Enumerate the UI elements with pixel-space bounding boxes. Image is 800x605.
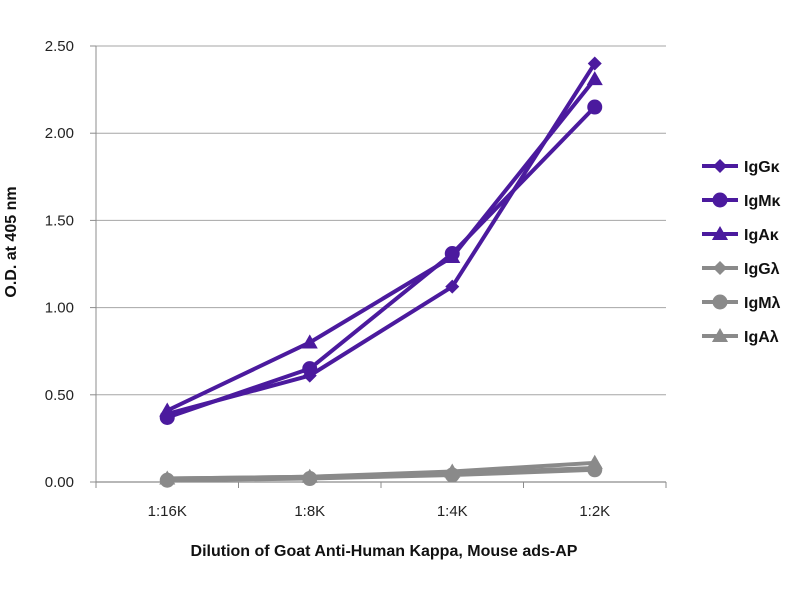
data-point-triangle — [159, 402, 176, 417]
legend-entry: IgGλ — [702, 261, 780, 278]
data-point-circle — [302, 361, 318, 377]
data-point-triangle — [444, 248, 461, 264]
legend-label: IgGκ — [744, 159, 780, 176]
data-point-diamond — [587, 56, 602, 71]
x-tick-label: 1:16K — [148, 503, 187, 520]
legend-entry: IgGκ — [702, 159, 780, 176]
series-line — [166, 62, 597, 416]
series-2 — [159, 99, 603, 425]
data-point-circle — [712, 294, 728, 310]
legend-label: IgGλ — [744, 261, 780, 278]
data-point-diamond — [713, 261, 727, 275]
data-point-triangle — [711, 225, 729, 241]
y-tick-label: 0.00 — [45, 474, 74, 491]
legend: IgGκ IgMκ IgAκ IgGλ IgMλ IgAλ — [702, 159, 781, 346]
legend-label: IgMκ — [744, 193, 781, 210]
x-tick-label: 1:2K — [579, 503, 610, 520]
data-point-triangle — [444, 463, 461, 478]
series-1 — [160, 56, 602, 421]
axes: 0.00 0.50 1.00 1.50 2.00 2.50 1:16K 1:8K 1:4K 1:2… — [45, 38, 667, 520]
y-tick-label: 0.50 — [45, 387, 74, 404]
series-6 — [159, 454, 603, 485]
legend-entry: IgMκ — [702, 192, 781, 210]
data-point-triangle — [301, 334, 318, 349]
legend-label: IgAλ — [744, 329, 779, 346]
y-tick-label: 1.00 — [45, 300, 74, 317]
data-point-triangle — [711, 327, 729, 343]
legend-label: IgAκ — [744, 227, 779, 244]
x-axis-title: Dilution of Goat Anti-Human Kappa, Mouse… — [191, 543, 578, 560]
series-lines — [159, 56, 603, 488]
series-3 — [159, 71, 603, 417]
legend-label: IgMλ — [744, 295, 781, 312]
data-point-triangle — [586, 71, 603, 86]
y-axis-title: O.D. at 405 nm — [3, 186, 20, 297]
x-tick-label: 1:8K — [294, 503, 325, 520]
series-line — [166, 77, 597, 413]
data-point-triangle — [159, 470, 176, 485]
data-point-diamond — [713, 159, 727, 173]
legend-entry: IgAλ — [702, 327, 779, 346]
data-point-circle — [587, 99, 603, 115]
legend-entry: IgMλ — [702, 294, 781, 312]
legend-entry: IgAκ — [702, 225, 779, 244]
series-line — [166, 105, 597, 420]
y-tick-label: 2.50 — [45, 38, 74, 55]
data-point-circle — [712, 192, 728, 208]
x-tick-label: 1:4K — [437, 503, 468, 520]
y-tick-label: 1.50 — [45, 212, 74, 229]
data-point-triangle — [586, 454, 603, 469]
y-tick-label: 2.00 — [45, 125, 74, 142]
series-line — [167, 460, 595, 481]
data-point-diamond — [445, 279, 460, 294]
data-point-triangle — [301, 468, 318, 483]
